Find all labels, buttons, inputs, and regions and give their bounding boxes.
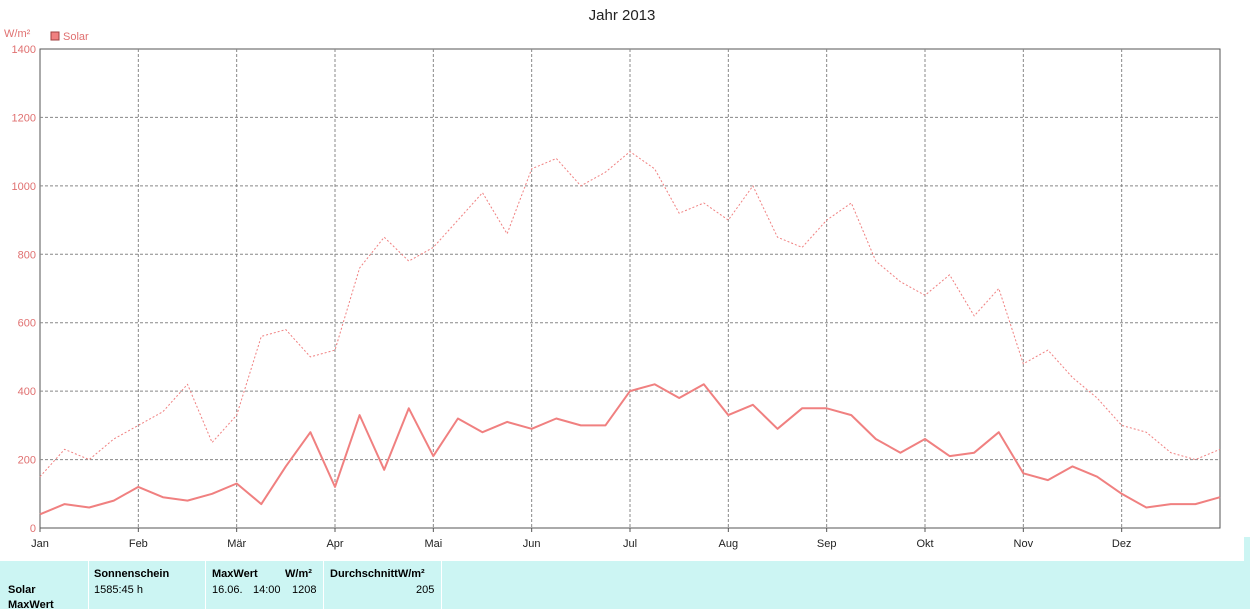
chart-title: Jahr 2013 <box>589 7 656 24</box>
y-tick-label: 600 <box>18 318 36 330</box>
maxwert-unit: W/m² <box>285 568 312 580</box>
x-axis-ticks: Jan Feb Mär Apr Mai Jun Jul Aug Sep Okt Nov Dez <box>31 528 1131 550</box>
y-unit-label: W/m² <box>4 28 31 40</box>
x-tick-label: Mär <box>227 538 246 550</box>
stats-maxwert-column: MaxWert W/m² 16.06. 14:00 1208 <box>206 561 324 609</box>
average-value: 205 <box>416 584 435 596</box>
stats-row-label: Solar <box>8 584 36 596</box>
y-tick-label: 1400 <box>12 44 36 56</box>
x-tick-label: Jan <box>31 538 49 550</box>
y-axis-ticks: 0 200 400 600 800 1000 1200 1400 <box>12 44 36 535</box>
series-line-solar-average <box>39 383 1221 516</box>
x-tick-label: Nov <box>1014 538 1034 550</box>
y-tick-label: 800 <box>18 249 36 261</box>
legend-label-solar: Solar <box>63 31 89 43</box>
series-lines <box>39 151 1221 516</box>
maxwert-time: 14:00 <box>253 584 281 596</box>
x-tick-label: Aug <box>719 538 739 550</box>
x-tick-label: Apr <box>326 538 343 550</box>
maxwert-value: 1208 <box>292 584 317 596</box>
average-header: DurchschnittW/m² <box>330 568 425 580</box>
scroll-edge <box>1244 537 1250 561</box>
x-tick-label: Dez <box>1112 538 1132 550</box>
stats-row-label-2: MaxWert <box>8 599 54 611</box>
x-tick-label: Mai <box>424 538 442 550</box>
sunshine-value: 1585:45 h <box>94 584 143 596</box>
maxwert-header: MaxWert <box>212 568 258 580</box>
plot-frame <box>39 48 1221 529</box>
y-tick-label: 1000 <box>12 181 36 193</box>
x-tick-label: Feb <box>129 538 148 550</box>
statistics-panel: Solar MaxWert Sonnenschein 1585:45 h Max… <box>0 561 1250 611</box>
series-line-solar-max <box>39 151 1221 478</box>
stats-label-column: Solar MaxWert <box>0 561 89 611</box>
y-tick-label: 0 <box>30 523 36 535</box>
sunshine-header: Sonnenschein <box>94 568 170 580</box>
x-tick-label: Sep <box>817 538 837 550</box>
x-tick-label: Okt <box>916 538 933 550</box>
maxwert-date: 16.06. <box>212 584 243 596</box>
legend-swatch <box>50 31 60 41</box>
x-tick-label: Jun <box>523 538 541 550</box>
x-tick-label: Jul <box>623 538 637 550</box>
y-tick-label: 400 <box>18 386 36 398</box>
solar-chart: Jahr 2013 W/m² Solar 0 200 400 600 800 1000 12… <box>4 7 1221 550</box>
stats-average-column: DurchschnittW/m² 205 <box>324 561 442 609</box>
y-tick-label: 200 <box>18 455 36 467</box>
y-tick-label: 1200 <box>12 112 36 124</box>
stats-sunshine-column: Sonnenschein 1585:45 h <box>89 561 206 609</box>
